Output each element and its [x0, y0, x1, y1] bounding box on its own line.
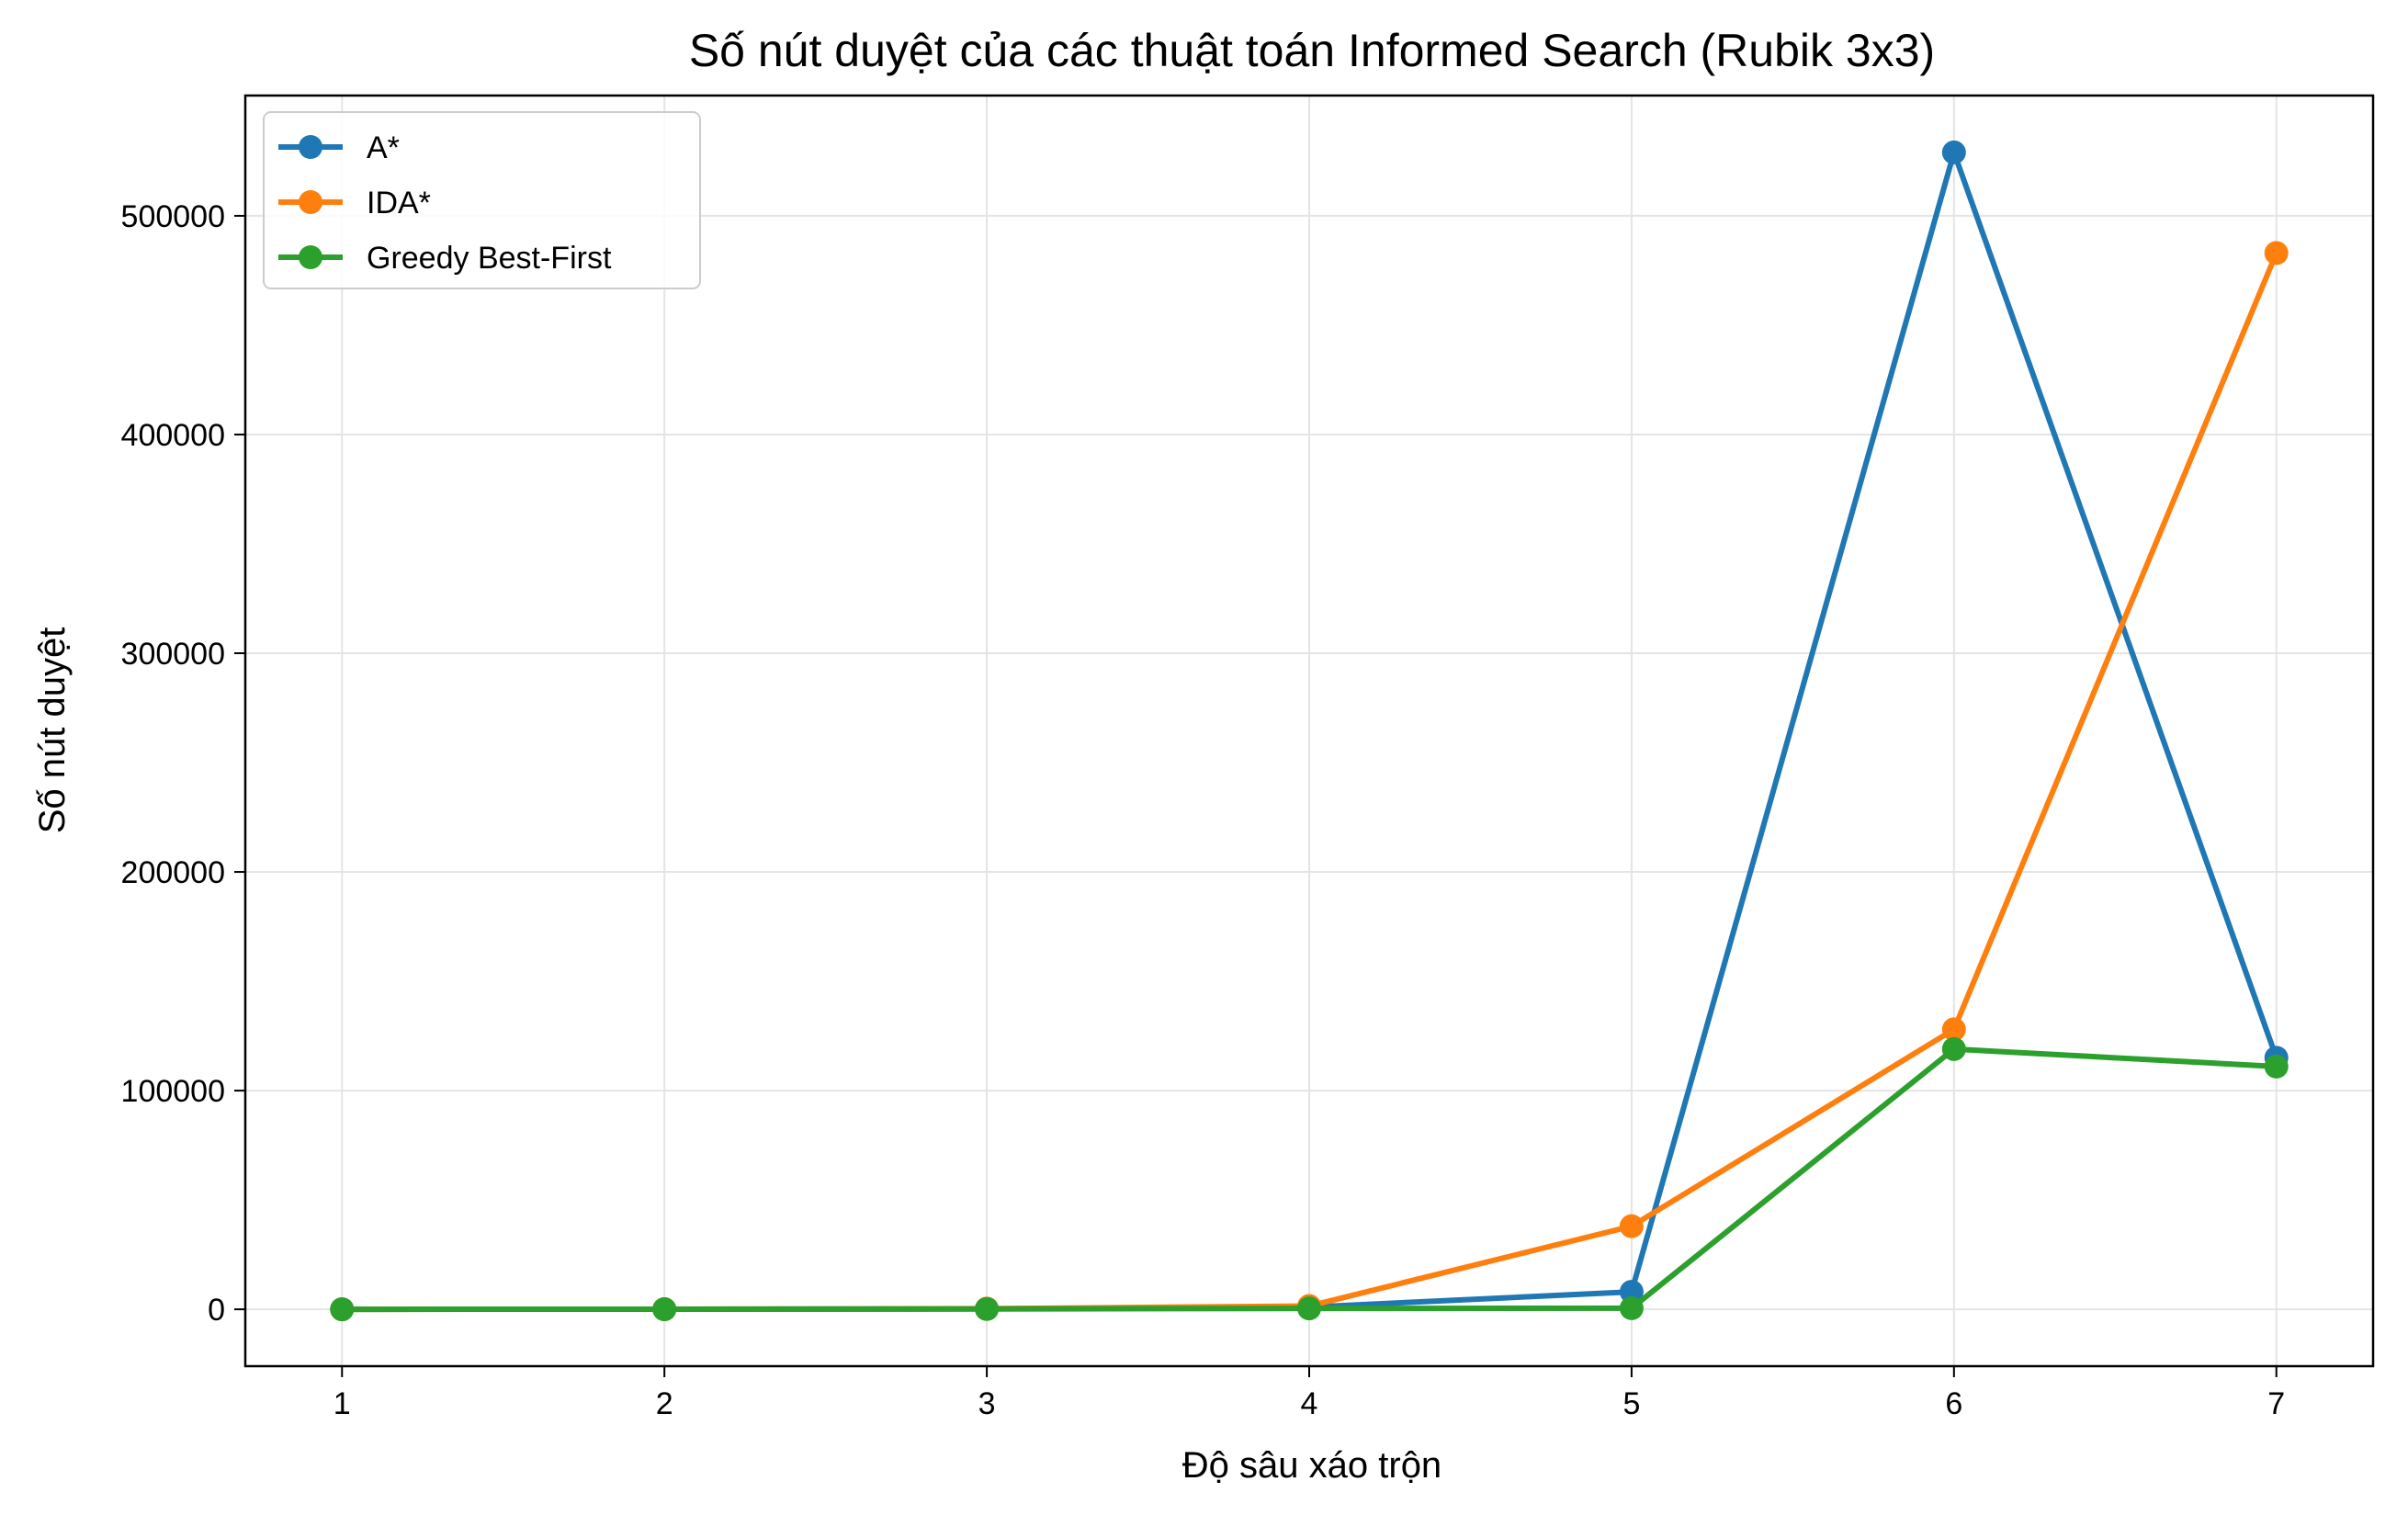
legend-label: A* [367, 130, 400, 165]
data-point [1297, 1296, 1321, 1321]
data-point [652, 1297, 677, 1322]
legend-item: IDA* [278, 186, 431, 220]
y-axis-label: Số nút duyệt [32, 627, 73, 834]
x-tick-label: 5 [1622, 1386, 1640, 1421]
x-tick-label: 1 [334, 1386, 351, 1421]
legend-item: Greedy Best-First [278, 241, 612, 276]
x-axis-ticks: 1 2 3 4 5 6 7 [334, 1366, 2285, 1421]
data-point [330, 1297, 355, 1322]
y-tick-label: 200000 [121, 855, 225, 890]
data-point [1619, 1280, 1644, 1305]
data-point [1619, 1214, 1644, 1238]
data-point [1941, 1017, 1966, 1042]
data-point [2264, 241, 2289, 266]
series-2 [330, 1036, 2289, 1322]
data-point [1941, 140, 1966, 164]
data-point [975, 1296, 1000, 1321]
x-tick-label: 2 [656, 1386, 673, 1421]
y-tick-label: 300000 [121, 637, 225, 672]
x-tick-label: 3 [978, 1386, 996, 1421]
legend-marker [299, 135, 322, 159]
series-layer [330, 140, 2289, 1322]
x-tick-label: 6 [1945, 1386, 1962, 1421]
chart-title: Số nút duyệt của các thuật toán Informed… [689, 25, 1935, 76]
y-tick-label: 0 [208, 1293, 225, 1328]
legend-box [263, 111, 701, 289]
y-tick-label: 100000 [121, 1074, 225, 1109]
legend: A* IDA* Greedy Best-First [263, 111, 701, 289]
x-tick-label: 7 [2267, 1386, 2285, 1421]
legend-item: A* [278, 130, 400, 165]
legend-marker [299, 245, 322, 269]
x-tick-label: 4 [1301, 1386, 1318, 1421]
legend-marker [299, 190, 322, 214]
x-axis-label: Độ sâu xáo trộn [1182, 1445, 1441, 1486]
y-axis-ticks: 0 100000 200000 300000 400000 500000 [121, 199, 245, 1328]
legend-label: IDA* [367, 186, 431, 220]
data-point [2264, 1054, 2289, 1079]
data-point [1619, 1295, 1644, 1320]
y-tick-label: 400000 [121, 418, 225, 453]
data-point [1941, 1036, 1966, 1061]
legend-label: Greedy Best-First [367, 241, 612, 276]
y-tick-label: 500000 [121, 199, 225, 234]
